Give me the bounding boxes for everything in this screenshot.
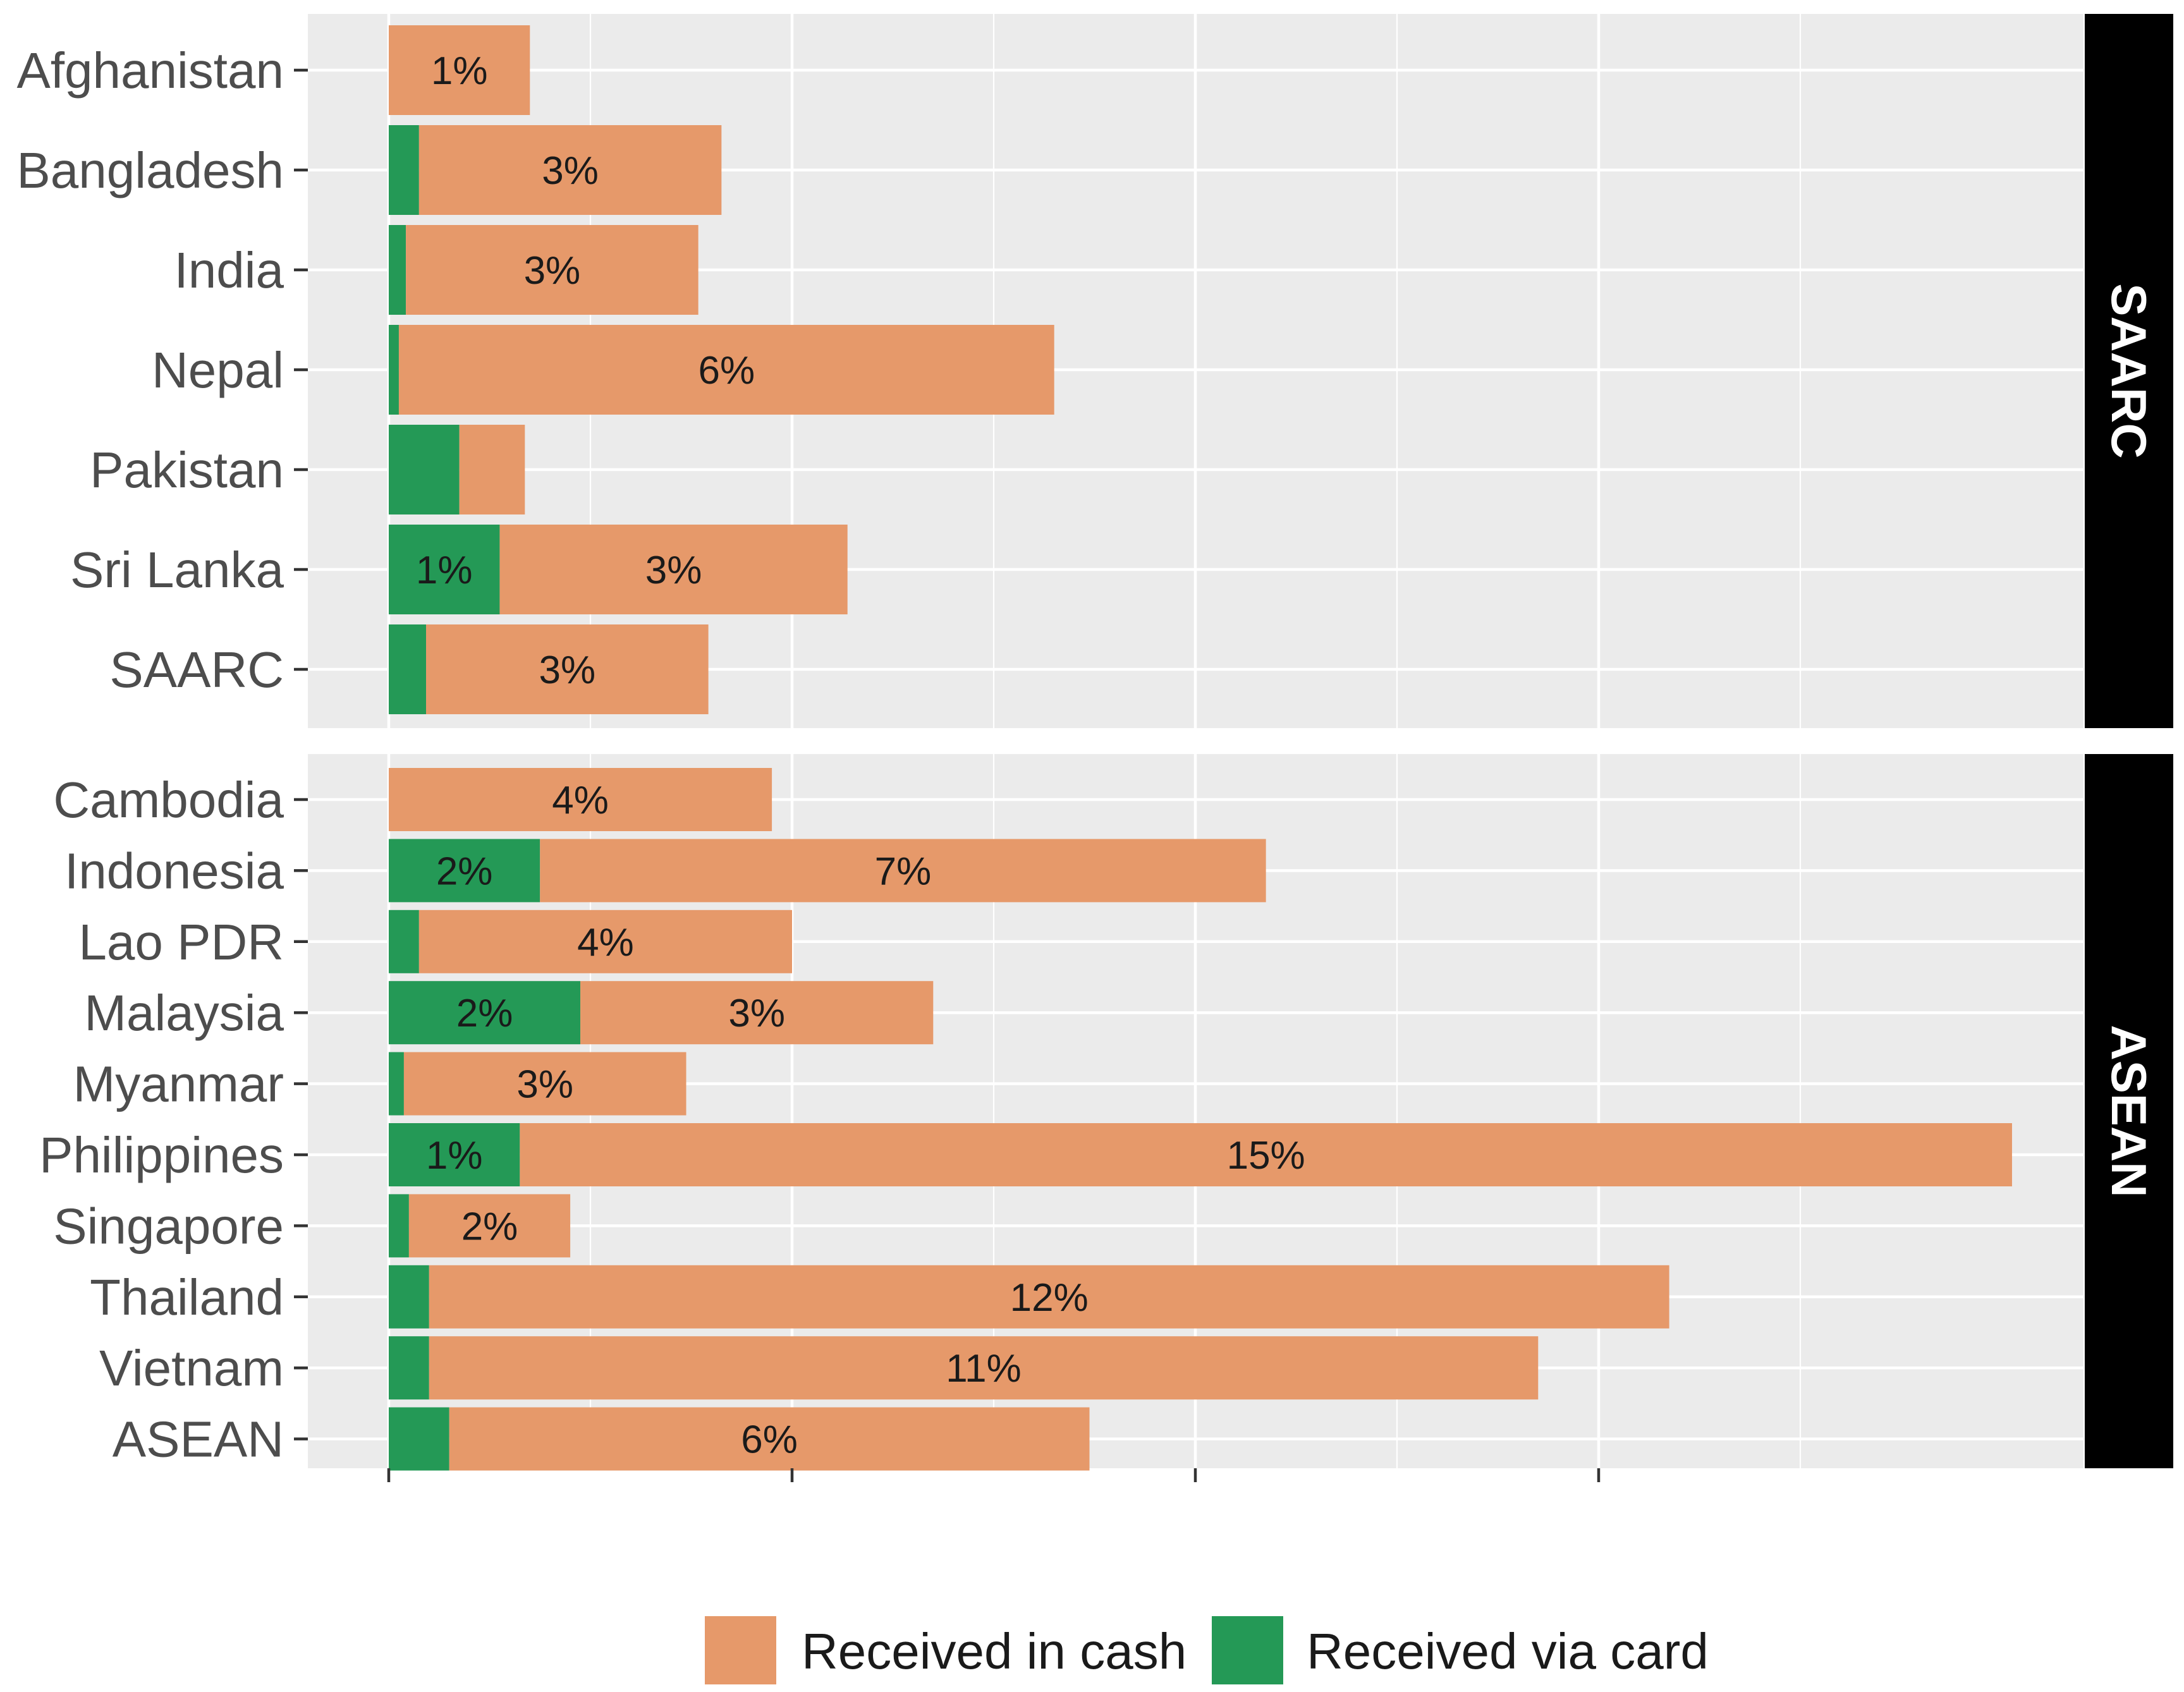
bar-row-singapore: Singapore 2% bbox=[53, 1194, 571, 1258]
category-label: Singapore bbox=[53, 1198, 284, 1254]
bar-segment-cash bbox=[398, 325, 1054, 415]
bar-row-bangladesh: Bangladesh 3% bbox=[16, 125, 722, 215]
facet-strip-label: SAARC bbox=[2101, 283, 2157, 458]
category-label: India bbox=[174, 242, 284, 298]
category-label: Cambodia bbox=[53, 772, 284, 828]
bar-row-indonesia: Indonesia 2% 7% bbox=[64, 839, 1266, 903]
bar-segment-card bbox=[389, 1194, 409, 1258]
data-label-card: 2% bbox=[456, 992, 513, 1035]
data-label-cash: 3% bbox=[524, 249, 581, 293]
bar-segment-cash bbox=[408, 1194, 571, 1258]
legend: Received in cash Received via card bbox=[705, 1616, 1709, 1684]
bar-segment-card bbox=[389, 624, 427, 714]
bar-segment-card bbox=[389, 981, 581, 1045]
bar-segment-cash bbox=[426, 624, 709, 714]
legend-label-received-via-card: Received via card bbox=[1307, 1623, 1709, 1679]
bar-segment-cash bbox=[389, 768, 772, 831]
bar-row-lao-pdr: Lao PDR 4% bbox=[78, 910, 792, 973]
data-label-cash: 6% bbox=[741, 1418, 798, 1462]
facet-strip-label: ASEAN bbox=[2101, 1025, 2157, 1197]
category-label: SAARC bbox=[109, 642, 284, 698]
bar-segment-cash bbox=[389, 25, 530, 115]
panel-asean: Cambodia 4% Indonesia 2% 7% Lao PDR 4% Malaysia… bbox=[39, 754, 2173, 1471]
bar-segment-card bbox=[389, 525, 500, 614]
bar-row-sri-lanka: Sri Lanka 1% 3% bbox=[70, 525, 848, 614]
bar-segment-cash bbox=[403, 1052, 686, 1116]
bar-row-pakistan: Pakistan bbox=[90, 425, 525, 514]
category-label: Philippines bbox=[39, 1127, 284, 1183]
data-label-card: 2% bbox=[436, 849, 493, 893]
category-label: Lao PDR bbox=[78, 914, 284, 970]
data-label-cash: 11% bbox=[946, 1347, 1022, 1391]
legend-key-received-in-cash bbox=[705, 1616, 776, 1684]
data-label-cash: 6% bbox=[699, 349, 755, 393]
category-label: Indonesia bbox=[64, 843, 284, 899]
data-label-cash: 3% bbox=[645, 549, 702, 592]
bar-row-myanmar: Myanmar 3% bbox=[73, 1052, 686, 1116]
category-label: Vietnam bbox=[99, 1340, 284, 1396]
bar-segment-cash bbox=[406, 225, 699, 315]
data-label-card: 1% bbox=[426, 1134, 483, 1178]
data-label-cash: 7% bbox=[875, 849, 932, 893]
bar-segment-card bbox=[389, 125, 419, 215]
bar-segment-card bbox=[389, 1123, 520, 1186]
category-label: Nepal bbox=[152, 342, 284, 398]
category-label: ASEAN bbox=[113, 1411, 284, 1468]
data-label-cash: 1% bbox=[431, 49, 488, 93]
category-label: Afghanistan bbox=[16, 42, 284, 99]
bar-row-thailand: Thailand 12% bbox=[90, 1265, 1669, 1329]
category-label: Bangladesh bbox=[16, 142, 284, 198]
bar-row-vietnam: Vietnam 11% bbox=[99, 1336, 1539, 1400]
bar-segment-card bbox=[389, 1407, 449, 1471]
facet-strip bbox=[2085, 754, 2173, 1468]
category-label: Thailand bbox=[90, 1269, 284, 1325]
bar-segment-card bbox=[389, 1336, 429, 1400]
bar-segment-card bbox=[389, 839, 540, 903]
bar-row-philippines: Philippines 1% 15% bbox=[39, 1123, 2012, 1186]
facet-strip bbox=[2085, 14, 2173, 728]
bar-segment-card bbox=[389, 910, 419, 973]
bar-row-asean: ASEAN 6% bbox=[113, 1407, 1090, 1471]
data-label-cash: 4% bbox=[577, 921, 634, 965]
bar-segment-cash bbox=[580, 981, 934, 1045]
bar-segment-cash bbox=[520, 1123, 2012, 1186]
bar-segment-card bbox=[389, 1052, 404, 1116]
panel-saarc: Afghanistan 1% Bangladesh 3% India 3% Nepal 6% P… bbox=[16, 14, 2173, 728]
bar-segment-cash bbox=[499, 525, 848, 614]
bar-row-cambodia: Cambodia 4% bbox=[53, 768, 772, 831]
bar-segment-card bbox=[389, 325, 399, 415]
bar-segment-cash bbox=[429, 1265, 1669, 1329]
bar-segment-cash bbox=[429, 1336, 1539, 1400]
bar-row-nepal: Nepal 6% bbox=[152, 325, 1054, 415]
category-label: Sri Lanka bbox=[70, 542, 284, 598]
bar-segment-cash bbox=[540, 839, 1266, 903]
category-label: Pakistan bbox=[90, 442, 284, 498]
bar-row-malaysia: Malaysia 2% 3% bbox=[84, 981, 934, 1045]
legend-key-received-via-card bbox=[1212, 1616, 1283, 1684]
data-label-cash: 4% bbox=[552, 779, 609, 822]
data-label-cash: 15% bbox=[1227, 1134, 1305, 1178]
data-label-cash: 12% bbox=[1010, 1276, 1089, 1320]
bar-row-india: India 3% bbox=[174, 225, 699, 315]
data-label-cash: 3% bbox=[542, 149, 599, 193]
category-label: Malaysia bbox=[84, 985, 284, 1041]
bar-segment-card bbox=[389, 225, 406, 315]
bar-row-saarc: SAARC 3% bbox=[109, 624, 709, 714]
data-label-cash: 3% bbox=[728, 992, 785, 1035]
bar-segment-cash bbox=[418, 910, 792, 973]
legend-label-received-in-cash: Received in cash bbox=[802, 1623, 1187, 1679]
data-label-cash: 2% bbox=[461, 1205, 518, 1248]
bar-row-afghanistan: Afghanistan 1% bbox=[16, 25, 530, 115]
data-label-cash: 3% bbox=[539, 648, 596, 692]
data-label-cash: 3% bbox=[516, 1063, 573, 1107]
data-label-card: 1% bbox=[416, 549, 473, 592]
bar-segment-cash bbox=[449, 1407, 1090, 1471]
bar-segment-cash bbox=[418, 125, 722, 215]
bar-segment-card bbox=[389, 425, 460, 514]
bar-segment-card bbox=[389, 1265, 429, 1329]
bar-segment-cash bbox=[459, 425, 525, 514]
category-label: Myanmar bbox=[73, 1056, 284, 1112]
